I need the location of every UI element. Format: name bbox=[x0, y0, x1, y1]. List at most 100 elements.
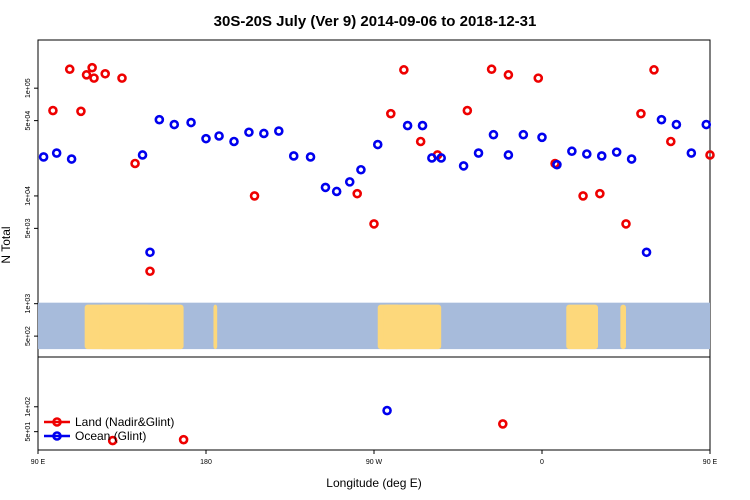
data-point bbox=[626, 154, 637, 164]
data-point bbox=[201, 133, 211, 144]
data-point bbox=[382, 405, 392, 416]
data-point bbox=[458, 161, 469, 171]
data-point bbox=[38, 152, 49, 162]
data-point bbox=[305, 152, 316, 162]
legend-marker bbox=[52, 417, 62, 427]
land-mass bbox=[566, 304, 598, 350]
data-point bbox=[497, 419, 508, 429]
world-map-strip bbox=[38, 302, 710, 350]
data-point bbox=[229, 136, 239, 147]
land-mass bbox=[383, 304, 401, 350]
data-point bbox=[154, 114, 165, 125]
data-point bbox=[331, 186, 342, 197]
data-point bbox=[64, 64, 75, 75]
data-point bbox=[145, 266, 155, 277]
upper-y-tick-label: 5e+02 bbox=[25, 326, 32, 346]
data-point bbox=[611, 147, 622, 157]
data-point bbox=[145, 247, 155, 258]
upper-y-tick-label: 1e+03 bbox=[25, 294, 32, 314]
data-point bbox=[636, 108, 646, 119]
data-point bbox=[621, 219, 631, 229]
data-point bbox=[117, 73, 127, 83]
legend-marker bbox=[52, 431, 62, 441]
data-point bbox=[462, 105, 473, 116]
data-point bbox=[372, 139, 383, 150]
data-point bbox=[66, 154, 77, 164]
upper-data-points bbox=[38, 62, 715, 277]
data-point bbox=[595, 188, 605, 199]
land-mass bbox=[620, 304, 626, 350]
upper-y-axis: 5e+02 1e+03 5e+03 1e+04 5e+04 1e+05 bbox=[25, 78, 38, 346]
data-point bbox=[178, 434, 189, 445]
upper-y-tick-label: 1e+05 bbox=[25, 78, 32, 98]
data-point bbox=[473, 148, 484, 158]
land-mass bbox=[213, 304, 218, 350]
data-point bbox=[214, 131, 224, 141]
data-point bbox=[417, 120, 428, 131]
data-point bbox=[385, 108, 396, 119]
data-point bbox=[537, 132, 547, 143]
legend-label: Land (Nadir&Glint) bbox=[75, 415, 174, 429]
data-point bbox=[169, 119, 180, 130]
data-point bbox=[76, 106, 86, 117]
data-point bbox=[581, 149, 592, 159]
data-point bbox=[486, 64, 497, 75]
upper-y-tick-label: 5e+03 bbox=[25, 218, 32, 238]
data-point bbox=[89, 73, 99, 83]
data-point bbox=[701, 119, 712, 130]
x-tick-label: 90 E bbox=[31, 459, 46, 466]
x-tick-label: 180 bbox=[200, 459, 212, 466]
data-point bbox=[249, 191, 260, 201]
upper-panel: 5e+02 1e+03 5e+03 1e+04 5e+04 1e+05 bbox=[25, 39, 715, 358]
land-mass bbox=[99, 304, 184, 350]
data-point bbox=[130, 158, 140, 169]
data-point bbox=[369, 219, 379, 229]
data-point bbox=[81, 70, 92, 80]
data-point bbox=[686, 148, 697, 158]
data-point bbox=[402, 120, 413, 131]
data-point bbox=[533, 73, 544, 83]
data-point bbox=[596, 151, 607, 161]
data-point bbox=[399, 65, 409, 75]
data-point bbox=[427, 153, 437, 163]
data-point bbox=[259, 128, 269, 139]
data-point bbox=[273, 126, 284, 136]
data-point bbox=[100, 68, 110, 79]
data-point bbox=[288, 151, 299, 161]
data-point bbox=[415, 136, 426, 147]
data-point bbox=[320, 182, 331, 193]
x-tick-label: 90 E bbox=[703, 459, 718, 466]
data-point bbox=[578, 191, 588, 201]
data-point bbox=[352, 188, 363, 199]
lower-data-points bbox=[107, 405, 508, 446]
data-point bbox=[665, 136, 676, 147]
data-point bbox=[518, 129, 529, 140]
data-point bbox=[244, 127, 254, 138]
data-point bbox=[649, 65, 659, 75]
data-point bbox=[436, 153, 447, 163]
chart-title: 30S-20S July (Ver 9) 2014-09-06 to 2018-… bbox=[214, 13, 537, 30]
data-point bbox=[503, 150, 514, 160]
x-tick-label: 0 bbox=[540, 459, 544, 466]
upper-y-tick-label: 1e+04 bbox=[25, 186, 32, 206]
data-point bbox=[137, 150, 148, 160]
data-point bbox=[344, 177, 355, 187]
lower-y-axis: 5e+01 1e+02 bbox=[25, 397, 38, 442]
lower-y-tick-label: 5e+01 bbox=[25, 422, 32, 442]
data-point bbox=[641, 247, 652, 258]
x-tick-label: 90 W bbox=[366, 459, 383, 466]
data-point bbox=[356, 164, 366, 175]
data-point bbox=[186, 117, 196, 128]
x-axis: 90 E 180 90 W 0 90 E bbox=[31, 450, 718, 466]
data-point bbox=[656, 114, 667, 125]
data-point bbox=[51, 148, 62, 158]
y-axis-title: N Total bbox=[0, 226, 13, 263]
data-point bbox=[552, 159, 562, 170]
data-point bbox=[503, 70, 514, 80]
upper-y-tick-label: 5e+04 bbox=[25, 111, 32, 131]
legend: Land (Nadir&Glint)Ocean (Glint) bbox=[44, 415, 174, 443]
data-point bbox=[705, 150, 715, 160]
data-point bbox=[671, 119, 682, 130]
data-point bbox=[107, 435, 118, 446]
